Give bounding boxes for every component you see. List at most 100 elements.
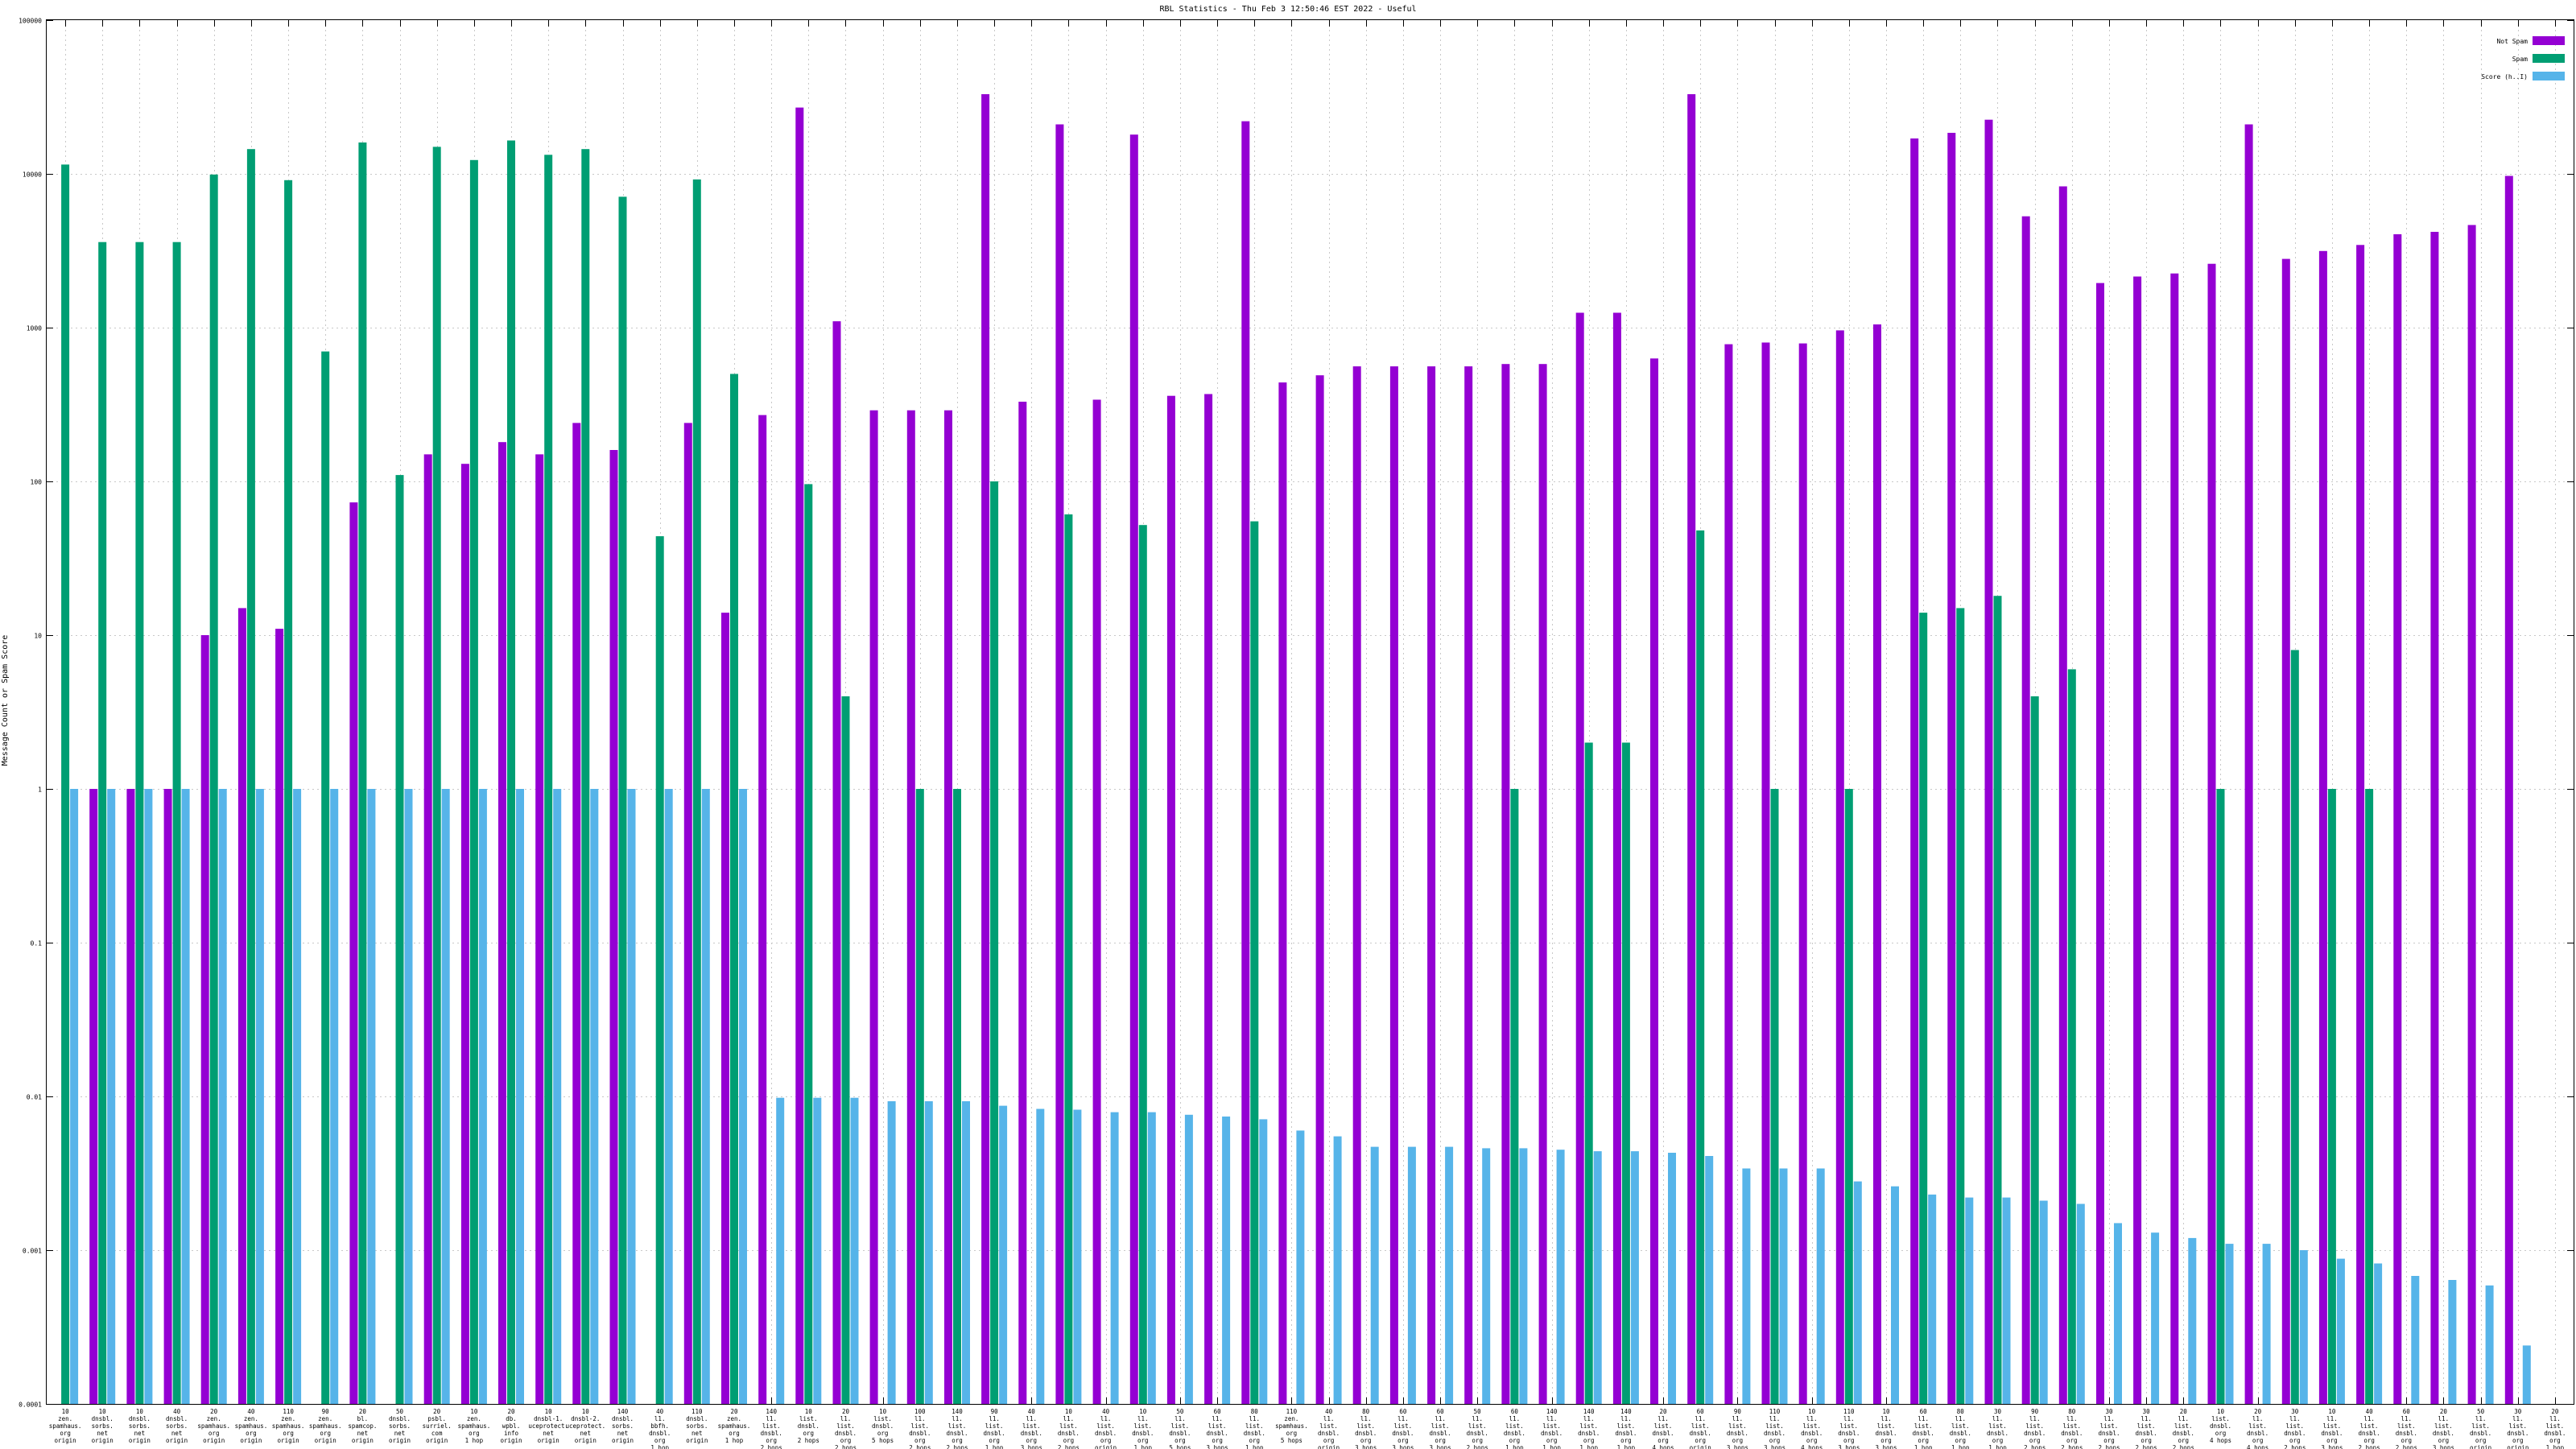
bar-score bbox=[1445, 1146, 1454, 1404]
bar-score bbox=[2076, 1203, 2085, 1404]
x-tick-label-line: l1. bbox=[2475, 1415, 2487, 1422]
x-tick-label: 60 l1. list. dnsbl. org 1 hop bbox=[1913, 1408, 1934, 1449]
x-tick-label-line: list. bbox=[2211, 1415, 2230, 1422]
x-tick-label-line: origin bbox=[612, 1437, 634, 1444]
x-tick-label-line: dnsbl. bbox=[1615, 1430, 1637, 1437]
x-tick-label-line: 40 bbox=[656, 1408, 664, 1415]
bar-score bbox=[1482, 1148, 1491, 1404]
bar-score bbox=[107, 789, 116, 1404]
x-tick-label-line: org bbox=[1769, 1437, 1781, 1444]
bar-score bbox=[553, 789, 562, 1404]
x-tick-label-line: 2 hops bbox=[2173, 1444, 2194, 1449]
x-tick-label-line: l1. bbox=[2326, 1415, 2338, 1422]
x-tick-label-line: bl. bbox=[357, 1415, 369, 1422]
bar-not bbox=[1835, 330, 1844, 1404]
x-tick-label-line: 3 hops bbox=[1021, 1444, 1042, 1449]
x-tick-label-line: list. bbox=[1765, 1422, 1784, 1430]
bar-score bbox=[293, 789, 302, 1404]
x-tick-label-line: origin bbox=[92, 1437, 114, 1444]
x-tick-label: 30 l1. list. dnsbl. org 2 hops bbox=[2284, 1408, 2306, 1449]
bar-not bbox=[1055, 124, 1064, 1404]
x-tick-label-line: list. bbox=[2100, 1422, 2119, 1430]
x-tick-label-line: org bbox=[803, 1430, 815, 1437]
x-tick-label-line: l1. bbox=[2363, 1415, 2375, 1422]
bar-not bbox=[1315, 375, 1324, 1405]
x-tick-label-line: dnsbl. bbox=[649, 1430, 671, 1437]
x-tick-label-line: dnsbl-1. bbox=[534, 1415, 563, 1422]
y-tick-label: 1000 bbox=[27, 325, 42, 332]
bar-not bbox=[906, 410, 915, 1405]
bar-spam bbox=[2365, 789, 2374, 1404]
x-tick-label: 110 zen. spamhaus. org origin bbox=[272, 1408, 305, 1444]
x-tick-label-line: 4 hops bbox=[2247, 1444, 2268, 1449]
x-tick-label-line: org bbox=[2326, 1437, 2338, 1444]
x-tick-label-line: dnsbl. bbox=[1467, 1430, 1488, 1437]
bar-spam bbox=[1993, 596, 2002, 1404]
x-tick-label-line: list. bbox=[1319, 1422, 1338, 1430]
x-tick-label-line: org bbox=[1063, 1437, 1075, 1444]
x-tick-label-line: 110 bbox=[1843, 1408, 1855, 1415]
x-tick-label-line: l1. bbox=[1323, 1415, 1335, 1422]
bar-spam bbox=[2327, 789, 2336, 1404]
x-tick-label: 60 l1. list. dnsbl. org origin bbox=[1690, 1408, 1711, 1449]
bar-not bbox=[1464, 366, 1473, 1405]
x-tick-label-line: dnsbl. bbox=[1652, 1430, 1674, 1437]
bar-spam bbox=[61, 164, 70, 1404]
x-tick-label-line: org bbox=[1583, 1437, 1595, 1444]
x-tick-label-line: origin bbox=[55, 1437, 76, 1444]
x-tick-label-line: 10 bbox=[1808, 1408, 1816, 1415]
bar-not bbox=[275, 629, 284, 1404]
x-tick-label-line: dnsbl. bbox=[129, 1415, 151, 1422]
bar-spam bbox=[655, 536, 664, 1404]
x-tick-label: 10 dnsbl. sorbs. net origin bbox=[129, 1408, 151, 1444]
x-tick-label-line: 110 bbox=[691, 1408, 703, 1415]
x-tick-label-line: dnsbl. bbox=[92, 1415, 114, 1422]
bar-score bbox=[2151, 1232, 2160, 1404]
bar-spam bbox=[209, 174, 218, 1404]
y-tick-label: 10000 bbox=[23, 171, 42, 179]
x-tick-label-line: 10 bbox=[805, 1408, 813, 1415]
x-tick-label-line: sorbs. bbox=[686, 1422, 708, 1430]
x-tick-label-line: org bbox=[1435, 1437, 1446, 1444]
x-tick-label-line: 3 hops bbox=[1355, 1444, 1377, 1449]
x-tick-label-line: 50 bbox=[1474, 1408, 1482, 1415]
x-tick-label-line: 50 bbox=[2477, 1408, 2485, 1415]
x-tick-label-line: 1 hop bbox=[1617, 1444, 1636, 1449]
bar-score bbox=[1816, 1168, 1825, 1404]
bar-spam bbox=[246, 149, 255, 1405]
x-tick-label-line: org bbox=[914, 1437, 926, 1444]
x-tick-label-line: origin bbox=[500, 1437, 522, 1444]
x-tick-label-line: dnsbl. bbox=[1801, 1430, 1823, 1437]
x-tick-label-line: 10 bbox=[2328, 1408, 2336, 1415]
bar-not bbox=[1389, 366, 1398, 1405]
x-tick-label-line: list. bbox=[1802, 1422, 1821, 1430]
x-tick-label: 50 l1. list. dnsbl. org 2 hops bbox=[1467, 1408, 1488, 1449]
x-tick-label-line: list. bbox=[2323, 1422, 2342, 1430]
x-tick-label-line: dnsbl. bbox=[1504, 1430, 1525, 1437]
x-tick-label-line: 1 hop bbox=[1542, 1444, 1561, 1449]
x-tick-label-line: dnsbl. bbox=[1541, 1430, 1563, 1437]
x-tick-label-line: org bbox=[246, 1430, 257, 1437]
x-tick-label-line: 1 hop bbox=[465, 1437, 484, 1444]
x-tick-label-line: org bbox=[1806, 1437, 1818, 1444]
y-tick-label: 100 bbox=[31, 479, 43, 486]
x-tick-label-line: 40 bbox=[247, 1408, 255, 1415]
x-tick-label: 40 dnsbl. sorbs. net origin bbox=[166, 1408, 188, 1444]
x-tick-label: 50 l1. list. dnsbl. org origin bbox=[2470, 1408, 2491, 1449]
x-tick-label-line: 3 hops bbox=[1875, 1444, 1897, 1449]
x-tick-label-line: l1. bbox=[2512, 1415, 2524, 1422]
bar-spam bbox=[1621, 742, 1630, 1404]
x-tick-label-line: org bbox=[2549, 1437, 2561, 1444]
x-tick-label-line: origin bbox=[2507, 1444, 2529, 1449]
bar-score bbox=[1705, 1156, 1714, 1404]
x-tick-label-line: list. bbox=[762, 1422, 781, 1430]
x-tick-label-line: 10 bbox=[2217, 1408, 2225, 1415]
bar-score bbox=[2002, 1197, 2011, 1404]
x-tick-label-line: dnsbl. bbox=[2098, 1430, 2120, 1437]
x-tick-label-line: origin bbox=[352, 1437, 374, 1444]
x-tick-label-line: org bbox=[2140, 1437, 2152, 1444]
x-tick-label: 60 l1. list. dnsbl. org 3 hops bbox=[1207, 1408, 1228, 1449]
x-tick-label: 20 db. wpbl. info origin bbox=[500, 1408, 522, 1444]
x-tick-label-line: dnsbl. bbox=[2470, 1430, 2491, 1437]
x-tick-label-line: l1. bbox=[1212, 1415, 1223, 1422]
